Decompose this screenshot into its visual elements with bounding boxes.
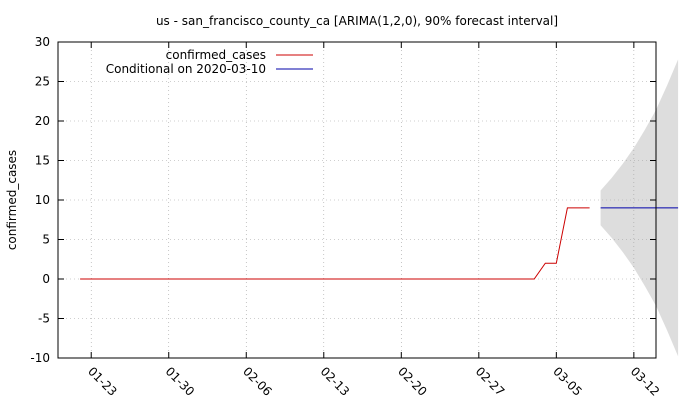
y-tick-label-10: 10 (35, 193, 50, 207)
y-tick-label-20: 20 (35, 114, 50, 128)
chart-title: us - san_francisco_county_ca [ARIMA(1,2,… (156, 14, 558, 28)
y-axis-label: confirmed_cases (5, 150, 19, 250)
y-axis-ticks: -10 -5 0 5 10 15 20 25 30 (30, 35, 656, 365)
grid-layer (58, 42, 656, 358)
y-tick-label--5: -5 (38, 312, 50, 326)
y-tick-label-0: 0 (42, 272, 50, 286)
y-tick-label--10: -10 (30, 351, 50, 365)
series-line-confirmed-cases (80, 207, 590, 280)
legend-label-conditional: Conditional on 2020-03-10 (106, 62, 266, 76)
y-tick-label-5: 5 (42, 233, 50, 247)
y-tick-label-25: 25 (35, 75, 50, 89)
series-layer (80, 207, 679, 280)
legend: confirmed_cases Conditional on 2020-03-1… (106, 48, 313, 76)
y-tick-label-30: 30 (35, 35, 50, 49)
legend-label-confirmed-cases: confirmed_cases (166, 48, 266, 62)
y-tick-label-15: 15 (35, 154, 50, 168)
